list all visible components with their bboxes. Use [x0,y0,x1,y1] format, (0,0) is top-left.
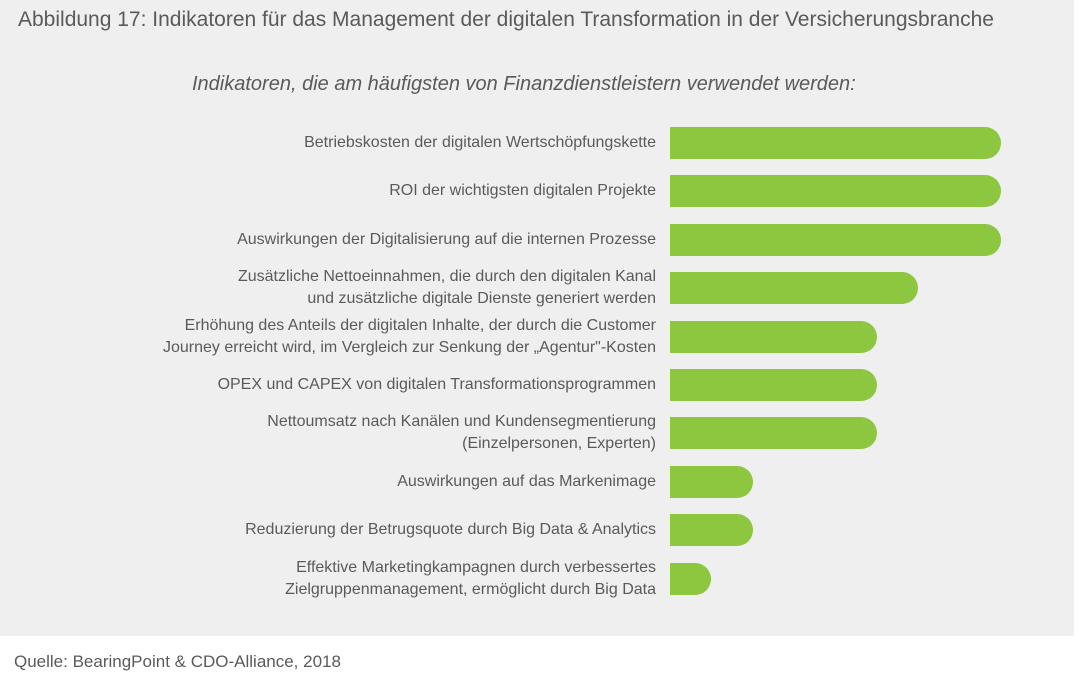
category-label: OPEX und CAPEX von digitalen Transformat… [218,374,656,396]
bar [670,272,919,305]
category-label: Erhöhung des Anteils der digitalen Inhal… [163,315,656,359]
category-label: Auswirkungen der Digitalisierung auf die… [237,229,656,251]
category-label-line: Effektive Marketingkampagnen durch verbe… [296,558,656,576]
figure-title: Abbildung 17: Indikatoren für das Manage… [18,8,994,31]
category-label-line: OPEX und CAPEX von digitalen Transformat… [217,376,656,393]
bar [670,417,877,450]
source-note: Quelle: BearingPoint & CDO-Alliance, 201… [14,652,341,671]
category-label: Zusätzliche Nettoeinnahmen, die durch de… [238,266,656,310]
category-label-line: Zusätzliche Nettoeinnahmen, die durch de… [237,268,656,286]
category-label: Betriebskosten der digitalen Wertschöpfu… [304,132,656,154]
category-label-line: Betriebskosten der digitalen Wertschöpfu… [304,134,656,151]
category-label-line: Zielgruppenmanagement, ermöglicht durch … [285,580,656,598]
category-label-line: Erhöhung des Anteils der digitalen Inhal… [184,316,656,334]
category-label-line: Journey erreicht wird, im Vergleich zur … [162,338,656,356]
category-label-line: Auswirkungen auf das Markenimage [397,472,656,490]
bar [670,223,1001,256]
bar [670,320,877,353]
bar [670,369,877,401]
category-label-line: ROI der wichtigsten digitalen Projekte [389,182,656,200]
category-label: Nettoumsatz nach Kanälen und Kundensegme… [267,411,656,455]
category-label-line: Nettoumsatz nach Kanälen und Kundensegme… [267,413,656,431]
category-label: Reduzierung der Betrugsquote durch Big D… [245,519,656,541]
bar-chart: Betriebskosten der digitalen Wertschöpfu… [163,127,1001,601]
category-label-line: Reduzierung der Betrugsquote durch Big D… [245,521,656,539]
category-label-line: und zusätzliche digitale Dienste generie… [307,290,656,308]
category-label: Auswirkungen auf das Markenimage [397,471,656,493]
bar [670,514,753,547]
bar [670,175,1001,208]
category-label: ROI der wichtigsten digitalen Projekte [389,180,656,202]
chart-panel: Abbildung 17: Indikatoren für das Manage… [0,0,1074,636]
chart-subtitle: Indikatoren, die am häufigsten von Finan… [192,73,856,95]
category-label-line: Auswirkungen der Digitalisierung auf die… [237,230,656,248]
bar [670,127,1001,159]
category-label: Effektive Marketingkampagnen durch verbe… [285,557,656,601]
category-label-line: (Einzelpersonen, Experten) [462,435,656,453]
bar [670,562,712,595]
bar [670,465,753,498]
